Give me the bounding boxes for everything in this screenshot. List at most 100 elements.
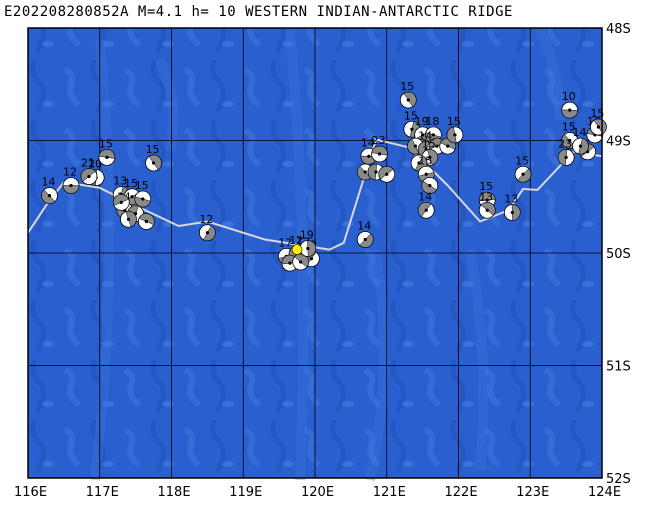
beachball-center	[141, 197, 145, 201]
focal-mechanism: 14	[417, 190, 435, 219]
focal-mechanism: 10	[561, 90, 579, 119]
bathymetry-streak	[90, 39, 114, 481]
beachball-quadrant	[407, 138, 420, 155]
beachball-center	[119, 200, 123, 204]
beachball-center	[485, 198, 489, 202]
event-depth-label: 12	[289, 234, 303, 247]
beachball-center	[309, 257, 314, 261]
event-depth-label: 14	[357, 220, 371, 233]
beachball-center	[69, 183, 73, 188]
event-depth-label: 14	[572, 126, 586, 139]
event-depth-label: 15	[479, 180, 493, 193]
beachball-quadrant	[517, 168, 532, 183]
beachball-quadrant	[480, 202, 496, 216]
focal-mechanism: 15	[399, 80, 417, 109]
event-depth-label: 15	[404, 109, 418, 122]
event-depth-label: 13	[113, 175, 127, 188]
plate-boundary-line	[27, 138, 603, 251]
beachball-center	[568, 138, 572, 143]
event-depth-label: 15	[515, 154, 529, 167]
focal-mechanism: 15	[145, 143, 162, 172]
beachball-quadrant	[98, 149, 116, 159]
focal-mechanism: 23	[371, 134, 388, 163]
beachball-quadrant	[359, 233, 374, 248]
lon-label: 120E	[301, 485, 334, 500]
beachball-quadrant	[511, 204, 521, 221]
lon-label: 122E	[445, 485, 478, 500]
lat-label: 50S	[606, 247, 631, 262]
event-depth-label: 15	[562, 121, 576, 134]
beachball-center	[105, 155, 109, 159]
beachball-center	[205, 231, 209, 235]
focal-mechanism: 15	[590, 107, 607, 136]
lon-label: 116E	[14, 485, 47, 500]
beachball-quadrant	[203, 225, 216, 241]
beachball-quadrant	[367, 163, 377, 181]
event-depth-label: 18	[425, 115, 439, 128]
beachball-center	[288, 261, 292, 265]
beachball-center	[151, 161, 156, 165]
beachball-center	[374, 170, 378, 174]
beachball-center	[306, 246, 310, 251]
event-depth-label: 14	[418, 190, 432, 203]
beachball-quadrant	[557, 149, 568, 166]
focal-mechanism	[120, 210, 137, 228]
beachball-quadrant	[80, 168, 96, 182]
bathymetry-streak	[365, 249, 389, 482]
beachball-center	[363, 237, 367, 242]
lon-label: 121E	[373, 485, 406, 500]
event-depth-label: 15	[400, 80, 414, 93]
beachball-quadrant	[62, 185, 80, 194]
event-depth-label: 15	[447, 115, 461, 128]
beachball-center	[417, 161, 421, 165]
beachball-quadrant	[125, 211, 137, 228]
event-depth-label: 23	[558, 137, 572, 150]
map-title: E202208280852A M=4.1 h= 10 WESTERN INDIA…	[4, 4, 513, 20]
event-depth-label: 15	[422, 137, 436, 150]
focal-mechanism: 13	[478, 190, 496, 219]
lon-label: 124E	[588, 485, 621, 500]
beachball-center	[424, 172, 428, 176]
focal-mechanisms: 1214202115151315151412171212121914142315…	[41, 80, 607, 272]
beachball-quadrant	[427, 149, 438, 166]
lat-label: 48S	[606, 22, 631, 37]
map-frame: 1214202115151315151412171212121914142315…	[27, 27, 607, 482]
beachball-center	[564, 155, 568, 159]
beachball-quadrant	[421, 180, 437, 194]
beachball-quadrant	[446, 126, 457, 144]
beachball-center	[453, 133, 457, 137]
event-depth-label: 19	[300, 229, 314, 242]
beachball-center	[424, 208, 428, 212]
main-event-marker	[291, 244, 303, 255]
beachball-center	[410, 127, 414, 131]
beachball-quadrant	[403, 91, 417, 107]
event-depth-label: 21	[81, 157, 95, 170]
event-depth-label: 15	[146, 143, 160, 156]
beachball-quadrant	[113, 194, 129, 206]
focal-mechanism	[378, 165, 396, 183]
beachball-center	[413, 144, 418, 148]
beachball-center	[596, 125, 601, 129]
beachball-quadrant	[371, 145, 388, 156]
focal-mechanism: 12	[62, 166, 80, 194]
lon-label: 123E	[516, 485, 549, 500]
beachball-quadrant	[307, 240, 317, 257]
focal-mechanism: 14	[356, 220, 374, 248]
beachball-center	[126, 217, 131, 221]
focal-mechanism: 23	[557, 137, 575, 166]
lat-label: 49S	[606, 135, 631, 150]
event-depth-label: 19	[415, 115, 429, 128]
beachball-center	[377, 152, 382, 156]
latitude-labels: 48S 49S 50S 51S 52S	[606, 22, 631, 487]
focal-mechanism: 15	[134, 179, 152, 208]
beachball-center	[435, 144, 439, 148]
beachball-center	[87, 174, 91, 179]
beachball-center	[144, 219, 148, 224]
beachball-center	[510, 210, 514, 215]
event-depth-label: 20	[88, 158, 102, 171]
event-depth-label: 15	[135, 179, 149, 192]
event-depth-label: 23	[372, 134, 386, 147]
beachball-quadrant	[478, 191, 496, 202]
event-depth-label: 10	[562, 90, 576, 103]
beachball-quadrant	[148, 154, 162, 170]
